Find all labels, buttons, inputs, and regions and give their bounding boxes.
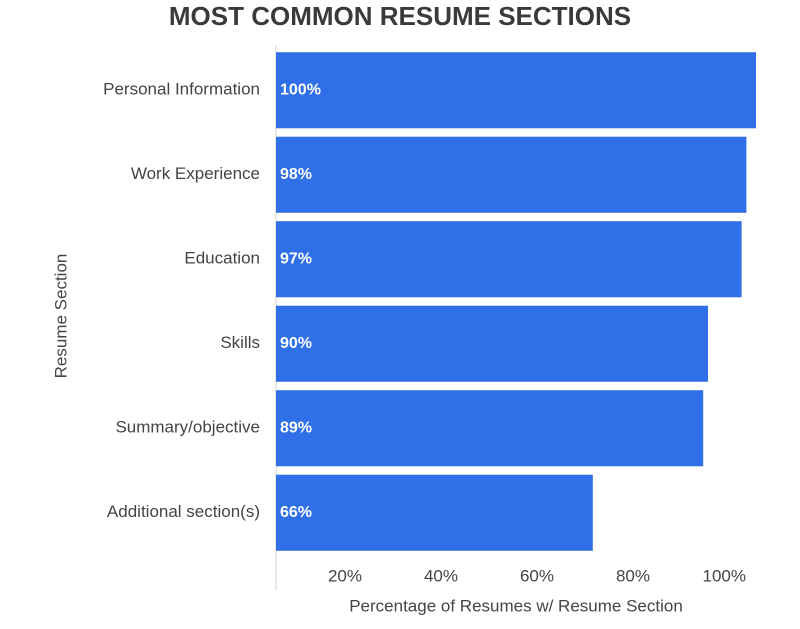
x-tick-label: 20% <box>328 566 362 585</box>
bar <box>276 390 704 467</box>
x-tick-label: 60% <box>520 566 554 585</box>
x-tick-label: 100% <box>703 566 746 585</box>
chart-title: MOST COMMON RESUME SECTIONS <box>169 1 631 31</box>
value-label: 97% <box>280 250 312 267</box>
bar <box>276 52 756 129</box>
x-tick-label: 40% <box>424 566 458 585</box>
y-tick-label: Skills <box>220 333 260 352</box>
value-label: 98% <box>280 166 312 183</box>
y-tick-label: Education <box>184 249 260 268</box>
bar <box>276 221 742 298</box>
y-tick-label: Work Experience <box>131 164 260 183</box>
y-tick-label: Personal Information <box>103 80 260 99</box>
x-axis-label: Percentage of Resumes w/ Resume Section <box>349 596 683 615</box>
y-tick-label: Additional section(s) <box>107 502 260 521</box>
value-label: 90% <box>280 335 312 352</box>
bar <box>276 305 708 382</box>
bar <box>276 474 593 551</box>
x-tick-label: 80% <box>616 566 650 585</box>
value-label: 89% <box>280 419 312 436</box>
y-axis-label: Resume Section <box>51 254 70 379</box>
value-label: 66% <box>280 504 312 521</box>
bar <box>276 136 747 213</box>
y-tick-label: Summary/objective <box>115 418 260 437</box>
value-label: 100% <box>280 81 321 98</box>
